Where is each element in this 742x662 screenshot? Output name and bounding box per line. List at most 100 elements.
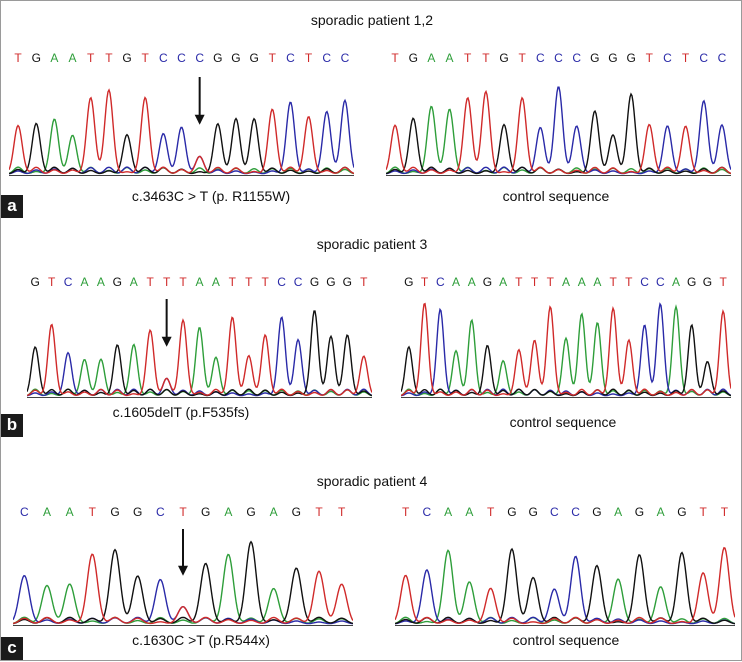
panel-a-right-base-13: G [626,51,635,65]
panel-c-left-base-4: G [110,505,119,519]
panel-a-right-base-7: T [519,51,527,65]
panel-b-right-base-0: G [404,275,413,289]
panel-a-right-base-2: A [427,51,435,65]
panel-a-right-trace-A [386,105,731,175]
panel-b-label: b [1,414,23,437]
panel-a-left-base-12: G [231,51,240,65]
panel-b-right-base-13: T [609,275,617,289]
panel-a-left-trace-C [9,98,354,175]
panel-b-left-base-9: T [179,275,187,289]
panel-a-right-base-5: T [482,51,490,65]
panel-a-left-base-14: T [269,51,277,65]
panel-c-right-base-1: C [423,505,432,519]
panel-a-left-base-15: C [286,51,295,65]
panel-b-right-base-5: G [483,275,492,289]
panel-b-mutation-caption: c.1605delT (p.F535fs) [112,404,250,420]
panel-a-left-base-3: A [69,51,77,65]
panel-a-control-chromatogram [386,86,731,176]
panel-c-mutation-caption: c.1630C >T (p.R544x) [132,632,270,648]
panel-b-left-trace-G [27,310,372,397]
panel-b-left-base-11: A [212,275,220,289]
panel-b-left-base-18: G [326,275,335,289]
panel-c-left-trace-G [13,540,353,625]
panel-c-left-base-6: C [156,505,165,519]
panel-b-right-base-16: C [656,275,665,289]
panel-b-left-base-13: T [245,275,253,289]
panel-b-right-trace-A [401,304,731,397]
panel-b-left-base-20: T [360,275,368,289]
panel-b-left-trace-T [27,316,372,397]
panel-a-left-base-1: G [32,51,41,65]
panel-c-left-base-1: A [43,505,51,519]
panel-b-right-base-14: T [625,275,633,289]
panel-a-left-base-11: G [213,51,222,65]
panel-b-right-base-8: T [531,275,539,289]
panel-c-left-mutation-arrow-head [178,565,188,576]
panel-a-left-trace-T [9,88,354,175]
panel-b-left-base-4: A [97,275,105,289]
panel-c-left-base-2: A [66,505,74,519]
panel-a-right-base-11: G [590,51,599,65]
panel-b-right-trace-T [401,302,731,397]
panel-a-left-base-13: G [249,51,258,65]
panel-b-right-base-2: C [436,275,445,289]
panel-a-right-base-6: G [499,51,508,65]
panel-a-right-base-17: C [699,51,708,65]
panel-a-left-base-6: G [122,51,131,65]
panel-b-right-base-1: T [421,275,429,289]
panel-c-right-base-2: A [444,505,452,519]
panel-b-right-base-3: A [452,275,460,289]
panel-b-right-base-11: A [578,275,586,289]
panel-a-right-base-14: T [646,51,654,65]
panel-c-left-base-14: T [338,505,346,519]
panel-b-right-base-4: A [468,275,476,289]
panel-a-right-base-16: T [682,51,690,65]
panel-a-right-base-4: T [464,51,472,65]
panel-b-left-base-0: G [31,275,40,289]
panel-c-left-base-0: C [20,505,29,519]
panel-c-right-base-4: T [487,505,495,519]
panel-b-control-caption: control sequence [509,414,617,430]
panel-b-control-chromatogram [401,302,731,398]
panel-c-right-base-10: A [614,505,622,519]
panel-b-left-base-6: A [130,275,138,289]
panel-a-mutant-chromatogram [9,77,354,176]
panel-c-right-base-11: G [635,505,644,519]
panel-b-left-base-10: A [195,275,203,289]
panel-a-right-base-12: G [608,51,617,65]
panel-b-left-base-17: G [310,275,319,289]
panel-b-right-base-19: G [703,275,712,289]
panel-b-mutant-chromatogram [27,299,372,398]
panel-b-right-base-9: T [547,275,555,289]
panel-b-right-base-6: A [499,275,507,289]
panel-a-left-base-10: C [195,51,204,65]
panel-a-right-base-9: C [554,51,563,65]
panel-c-right-base-6: G [528,505,537,519]
panel-c-title: sporadic patient 4 [316,473,428,489]
panel-c-left-base-5: G [133,505,142,519]
panel-a-right-base-18: C [718,51,727,65]
panel-a-right-base-3: A [446,51,454,65]
panel-a-left-base-9: C [177,51,186,65]
panel-c-right-base-3: A [465,505,473,519]
panel-a-right-base-15: C [663,51,672,65]
panel-a-left-base-8: C [159,51,168,65]
panel-b-left-base-12: T [229,275,237,289]
panel-c-left-base-12: G [292,505,301,519]
panel-b-left-base-16: C [294,275,303,289]
panel-b-right-base-10: A [562,275,570,289]
panel-c-left-base-8: G [201,505,210,519]
panel-c-right-base-0: T [402,505,410,519]
panel-a-control-caption: control sequence [502,188,610,204]
panel-c-label: c [1,637,23,660]
panel-c-right-trace-T [395,546,735,625]
